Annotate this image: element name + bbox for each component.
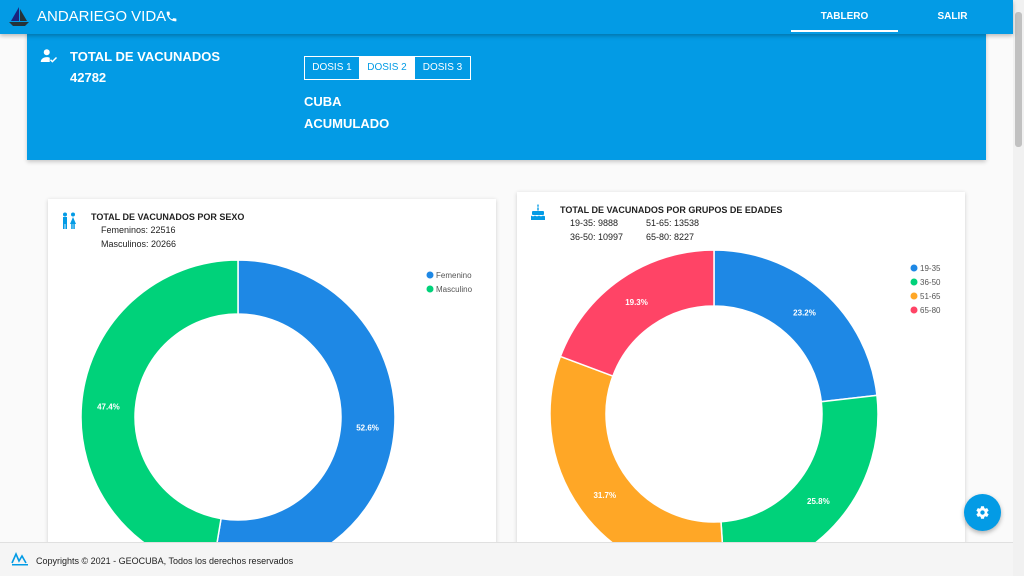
copyright-text: Copyrights © 2021 - GEOCUBA, Todos los d…: [36, 556, 294, 566]
sexo-data-label-femenino: 52.6%: [356, 424, 379, 433]
card-sexo-title: TOTAL DE VACUNADOS POR SEXO: [91, 212, 245, 222]
edades-data-label-36-50: 25.8%: [807, 497, 830, 506]
edades-legend-label-36-50[interactable]: 36-50: [920, 278, 941, 287]
masculinos-count: Masculinos: 20266: [101, 239, 177, 249]
dosis-selector: DOSIS 1 DOSIS 2 DOSIS 3: [304, 56, 471, 80]
sexo-legend-label-femenino[interactable]: Femenino: [436, 271, 472, 280]
app-title[interactable]: ANDARIEGO VIDA: [37, 8, 167, 25]
sexo-legend-swatch-masculino[interactable]: [426, 285, 434, 293]
stat-65-80: 65-80: 8227: [646, 232, 695, 242]
stat-51-65: 51-65: 13538: [646, 218, 700, 228]
edades-slice-51-65[interactable]: [549, 355, 725, 559]
sexo-legend-swatch-femenino[interactable]: [426, 271, 434, 279]
total-vacunados-label: TOTAL DE VACUNADOS: [70, 49, 220, 64]
sexo-legend-label-masculino[interactable]: Masculino: [436, 285, 473, 294]
edades-legend-label-19-35[interactable]: 19-35: [920, 264, 941, 273]
dosis-3-button[interactable]: DOSIS 3: [422, 62, 463, 73]
edades-legend-swatch-51-65[interactable]: [910, 292, 918, 300]
edades-data-label-19-35: 23.2%: [793, 309, 816, 318]
edades-slice-65-80[interactable]: [559, 249, 715, 378]
cake-icon: [531, 204, 545, 220]
nav-salir[interactable]: SALIR: [937, 11, 968, 22]
edades-slice-19-35[interactable]: [713, 249, 878, 403]
donut-chart-sexo[interactable]: 52.6% Femenino 47.4% Masculino: [48, 199, 496, 559]
card-vacunados-por-sexo: TOTAL DE VACUNADOS POR SEXO Femeninos: 2…: [48, 199, 496, 559]
geocuba-logo-icon: [11, 552, 28, 566]
donut-chart-edades[interactable]: 23.2% 19-35 25.8% 36-50 31.7% 51-65 19.3% 65-80: [517, 192, 965, 559]
sexo-slice-femenino[interactable]: [212, 259, 396, 559]
femeninos-count: Femeninos: 22516: [101, 225, 176, 235]
edades-data-label-65-80: 19.3%: [625, 298, 648, 307]
total-vacunados-value: 42782: [70, 70, 107, 85]
page-scrollbar[interactable]: [1013, 0, 1024, 576]
dosis-1-button[interactable]: DOSIS 1: [305, 57, 360, 79]
edades-legend-swatch-65-80[interactable]: [910, 306, 918, 314]
settings-fab-button[interactable]: [964, 494, 1001, 531]
card-edades-title: TOTAL DE VACUNADOS POR GRUPOS DE EDADES: [560, 205, 783, 215]
sexo-slice-masculino[interactable]: [80, 259, 239, 559]
edades-slice-36-50[interactable]: [720, 394, 879, 559]
edades-legend-label-51-65[interactable]: 51-65: [920, 292, 941, 301]
phone-icon[interactable]: [165, 10, 178, 23]
edades-legend-label-65-80[interactable]: 65-80: [920, 306, 941, 315]
dosis-2-button[interactable]: DOSIS 2: [360, 57, 415, 79]
edades-legend-swatch-19-35[interactable]: [910, 264, 918, 272]
edades-legend-swatch-36-50[interactable]: [910, 278, 918, 286]
stat-19-35: 19-35: 9888: [570, 218, 619, 228]
period-label: ACUMULADO: [304, 116, 390, 131]
region-label: CUBA: [304, 94, 342, 109]
edades-data-label-51-65: 31.7%: [593, 491, 616, 500]
sailboat-logo-icon[interactable]: [7, 6, 31, 28]
nav-tablero[interactable]: TABLERO: [791, 0, 898, 34]
app-bar: ANDARIEGO VIDA TABLERO SALIR: [0, 0, 1013, 34]
gear-icon: [976, 506, 989, 519]
card-vacunados-por-edades: TOTAL DE VACUNADOS POR GRUPOS DE EDADES …: [517, 192, 965, 559]
sexo-data-label-masculino: 47.4%: [97, 402, 120, 411]
wc-icon: [63, 212, 76, 229]
user-check-icon: [40, 49, 58, 63]
scrollbar-thumb[interactable]: [1015, 12, 1022, 147]
footer: Copyrights © 2021 - GEOCUBA, Todos los d…: [0, 542, 1013, 576]
stat-36-50: 36-50: 10997: [570, 232, 624, 242]
summary-banner: TOTAL DE VACUNADOS 42782 DOSIS 1 DOSIS 2…: [27, 26, 986, 160]
